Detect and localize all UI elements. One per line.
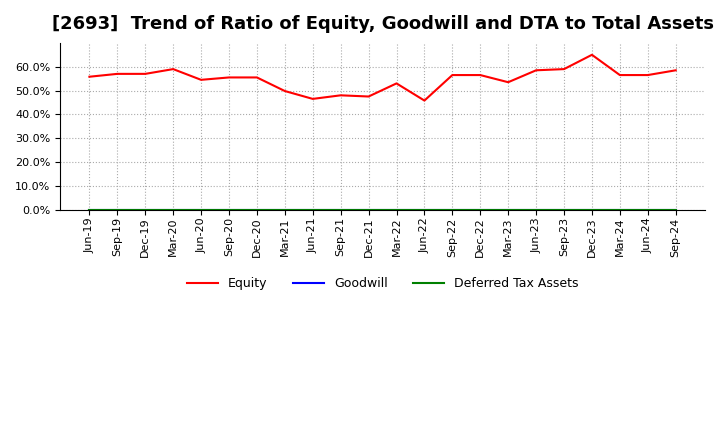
- Goodwill: [197, 207, 205, 213]
- Equity: [392, 81, 401, 86]
- Goodwill: [169, 207, 178, 213]
- Equity: [559, 66, 568, 72]
- Equity: [588, 52, 596, 58]
- Goodwill: [113, 207, 122, 213]
- Equity: [364, 94, 373, 99]
- Equity: [113, 71, 122, 77]
- Deferred Tax Assets: [141, 207, 150, 213]
- Equity: [253, 75, 261, 80]
- Equity: [169, 66, 178, 72]
- Deferred Tax Assets: [448, 207, 456, 213]
- Deferred Tax Assets: [364, 207, 373, 213]
- Deferred Tax Assets: [85, 207, 94, 213]
- Goodwill: [532, 207, 541, 213]
- Goodwill: [85, 207, 94, 213]
- Title: [2693]  Trend of Ratio of Equity, Goodwill and DTA to Total Assets: [2693] Trend of Ratio of Equity, Goodwil…: [52, 15, 714, 33]
- Equity: [448, 73, 456, 78]
- Goodwill: [364, 207, 373, 213]
- Legend: Equity, Goodwill, Deferred Tax Assets: Equity, Goodwill, Deferred Tax Assets: [181, 272, 583, 295]
- Goodwill: [588, 207, 596, 213]
- Goodwill: [392, 207, 401, 213]
- Deferred Tax Assets: [336, 207, 345, 213]
- Equity: [141, 71, 150, 77]
- Deferred Tax Assets: [197, 207, 205, 213]
- Deferred Tax Assets: [420, 207, 428, 213]
- Line: Equity: Equity: [89, 55, 675, 101]
- Goodwill: [671, 207, 680, 213]
- Equity: [616, 73, 624, 78]
- Deferred Tax Assets: [559, 207, 568, 213]
- Equity: [504, 80, 513, 85]
- Goodwill: [281, 207, 289, 213]
- Goodwill: [504, 207, 513, 213]
- Goodwill: [336, 207, 345, 213]
- Deferred Tax Assets: [308, 207, 317, 213]
- Goodwill: [559, 207, 568, 213]
- Deferred Tax Assets: [616, 207, 624, 213]
- Deferred Tax Assets: [588, 207, 596, 213]
- Deferred Tax Assets: [671, 207, 680, 213]
- Equity: [197, 77, 205, 82]
- Deferred Tax Assets: [504, 207, 513, 213]
- Goodwill: [253, 207, 261, 213]
- Equity: [420, 98, 428, 103]
- Equity: [532, 68, 541, 73]
- Goodwill: [420, 207, 428, 213]
- Equity: [336, 93, 345, 98]
- Goodwill: [476, 207, 485, 213]
- Deferred Tax Assets: [281, 207, 289, 213]
- Goodwill: [616, 207, 624, 213]
- Deferred Tax Assets: [113, 207, 122, 213]
- Deferred Tax Assets: [644, 207, 652, 213]
- Deferred Tax Assets: [225, 207, 233, 213]
- Goodwill: [141, 207, 150, 213]
- Deferred Tax Assets: [392, 207, 401, 213]
- Goodwill: [225, 207, 233, 213]
- Deferred Tax Assets: [169, 207, 178, 213]
- Deferred Tax Assets: [476, 207, 485, 213]
- Equity: [644, 73, 652, 78]
- Equity: [281, 88, 289, 94]
- Equity: [308, 96, 317, 102]
- Deferred Tax Assets: [253, 207, 261, 213]
- Deferred Tax Assets: [532, 207, 541, 213]
- Equity: [85, 74, 94, 79]
- Equity: [476, 73, 485, 78]
- Goodwill: [448, 207, 456, 213]
- Goodwill: [308, 207, 317, 213]
- Equity: [225, 75, 233, 80]
- Equity: [671, 68, 680, 73]
- Goodwill: [644, 207, 652, 213]
